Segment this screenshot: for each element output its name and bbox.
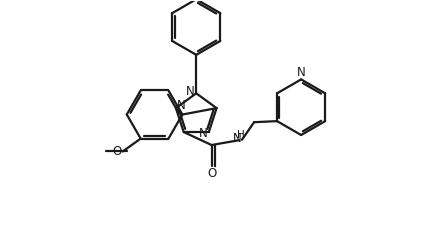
Text: O: O: [112, 145, 121, 158]
Text: O: O: [206, 167, 216, 180]
Text: H: H: [237, 130, 244, 140]
Text: N: N: [199, 127, 208, 140]
Text: N: N: [176, 99, 185, 113]
Text: N: N: [232, 132, 241, 145]
Text: N: N: [296, 66, 305, 79]
Text: N: N: [186, 85, 195, 98]
